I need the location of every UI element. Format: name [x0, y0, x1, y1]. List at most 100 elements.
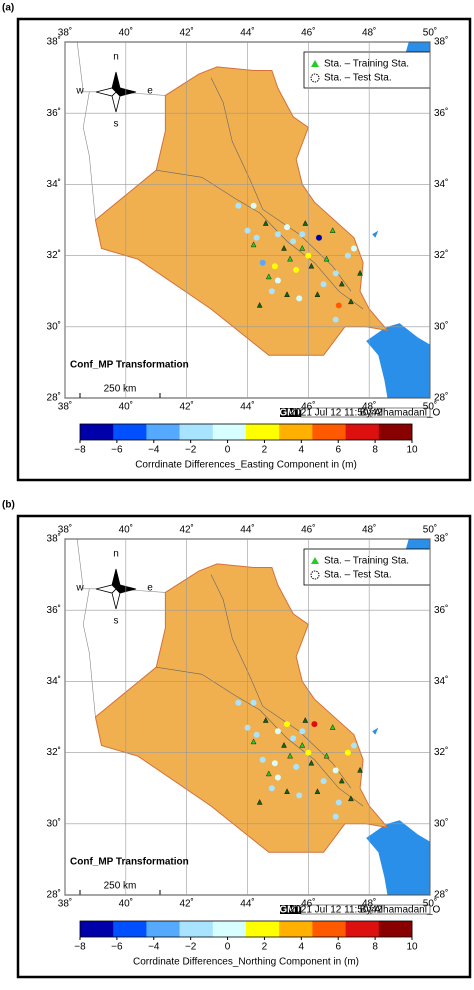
test-station [274, 277, 281, 284]
test-station [271, 263, 278, 270]
colorbar-border [79, 920, 413, 938]
colorbar-segment [279, 921, 313, 937]
colorbar-segment [312, 424, 346, 440]
x-tick-label: 42˚ [179, 898, 193, 910]
map-title: Conf_MP Transformation [70, 360, 189, 371]
legend-label: Sta. – Training Sta. [324, 556, 409, 567]
y-tick-label: 30˚ [47, 320, 61, 332]
test-station [311, 721, 318, 728]
x-tick-label: 50˚ [423, 401, 437, 413]
x-tick-label: 38˚ [58, 27, 72, 39]
x-tick-label: 46˚ [301, 898, 315, 910]
colorbar-tick-label: 0 [225, 942, 231, 953]
timestamp: 2021 Jul 12 11:50:42 [290, 408, 383, 419]
training-station [302, 717, 309, 723]
x-tick-label: 40˚ [119, 524, 133, 536]
x-tick-label: 44˚ [240, 898, 254, 910]
author: By:Alhamadani_O [360, 408, 441, 419]
training-station [250, 738, 257, 745]
colorbar-border [79, 423, 413, 441]
test-station [320, 778, 327, 785]
test-station [290, 735, 297, 742]
compass-s: s [114, 616, 119, 627]
timestamp: 2021 Jul 12 11:50:42 [290, 905, 383, 916]
colorbar-tick-label: −6 [111, 445, 123, 456]
scale-label: 250 km [104, 384, 137, 395]
x-tick-label: 40˚ [119, 401, 133, 413]
colorbar-tick-label: 10 [406, 445, 418, 456]
training-station [287, 752, 293, 759]
training-station [329, 227, 336, 233]
colorbar-tick-label: 6 [335, 445, 341, 456]
test-station [284, 224, 291, 231]
test-station [335, 302, 342, 309]
x-tick-label: 40˚ [119, 27, 133, 39]
y-tick-label: 34˚ [434, 675, 448, 687]
colorbar-tick-label: 4 [299, 445, 305, 456]
scale-label: 250 km [104, 881, 137, 892]
test-station [244, 724, 251, 731]
test-station [320, 281, 327, 288]
test-station [290, 238, 297, 245]
training-station [357, 766, 363, 773]
y-tick-label: 34˚ [434, 178, 448, 190]
colorbar-tick-label: 4 [299, 942, 305, 953]
test-station [268, 288, 275, 295]
training-station [262, 220, 269, 226]
panel: (a)38˚38˚40˚40˚42˚42˚44˚44˚46˚46˚48˚48˚5… [2, 3, 448, 471]
test-station [350, 742, 357, 749]
colorbar-title: Corrdinate Differences_Northing Componen… [133, 957, 359, 968]
training-station [256, 301, 263, 308]
test-station [253, 234, 260, 241]
training-station [265, 770, 272, 777]
training-station [299, 742, 306, 748]
colorbar-segment [345, 921, 380, 937]
colorbar-tick-label: −2 [185, 942, 197, 953]
x-tick-label: 42˚ [179, 401, 193, 413]
colorbar-tick-label: −4 [148, 942, 160, 953]
test-station [305, 749, 312, 756]
test-station [296, 792, 303, 799]
x-tick-label: 44˚ [240, 27, 254, 39]
training-station [250, 241, 257, 248]
test-station [274, 231, 281, 238]
training-station [287, 255, 293, 262]
test-station [332, 270, 339, 277]
colorbar-segment [146, 424, 180, 440]
training-station [329, 724, 336, 730]
test-station [350, 245, 357, 252]
colorbar-segment [113, 424, 147, 440]
test-station [335, 799, 342, 806]
training-station [338, 777, 345, 784]
colorbar-tick-label: −8 [74, 445, 86, 456]
colorbar-tick-label: −6 [111, 942, 123, 953]
training-station [348, 795, 354, 802]
test-station [344, 252, 351, 259]
y-tick-label: 30˚ [434, 320, 448, 332]
logo: GMT [279, 408, 301, 419]
training-station [323, 255, 330, 262]
y-tick-label: 38˚ [434, 36, 448, 48]
training-station [308, 759, 315, 766]
logo: GMT [279, 905, 301, 916]
training-station [308, 262, 315, 269]
training-station [357, 269, 363, 276]
colorbar-segment [345, 424, 380, 440]
y-tick-label: 38˚ [47, 533, 61, 545]
x-tick-label: 40˚ [119, 898, 133, 910]
test-station [259, 259, 266, 266]
training-station [323, 752, 330, 759]
y-tick-label: 28˚ [47, 889, 61, 901]
colorbar-tick-label: −4 [148, 445, 160, 456]
x-tick-label: 48˚ [362, 898, 376, 910]
x-tick-label: 50˚ [423, 898, 437, 910]
test-station [293, 266, 300, 273]
x-tick-label: 46˚ [301, 27, 315, 39]
y-tick-label: 36˚ [434, 604, 448, 616]
y-tick-label: 30˚ [47, 817, 61, 829]
training-station [299, 245, 306, 251]
legend-label: Sta. – Training Sta. [324, 59, 409, 70]
map-title: Conf_MP Transformation [70, 857, 189, 868]
test-station [244, 227, 251, 234]
test-station [296, 295, 303, 302]
